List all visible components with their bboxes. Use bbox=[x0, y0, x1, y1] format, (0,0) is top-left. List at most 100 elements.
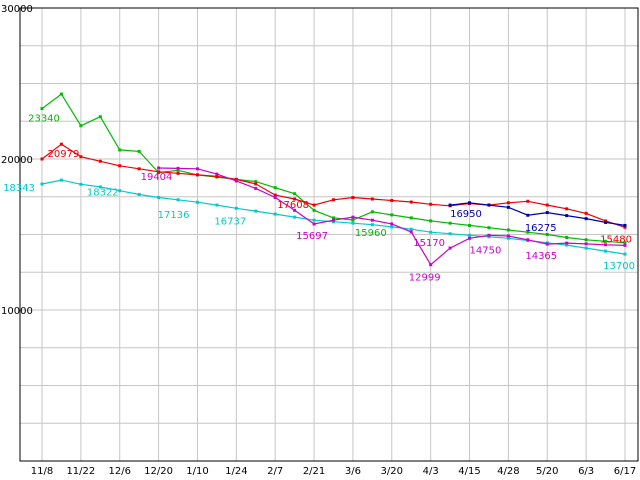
series-cyan-point-marker bbox=[312, 218, 316, 222]
series-cyan-point-marker bbox=[137, 192, 141, 196]
point-value-label: 14365 bbox=[525, 251, 557, 262]
series-cyan-point-marker bbox=[448, 232, 452, 236]
point-value-label: 20979 bbox=[48, 149, 80, 160]
series-cyan-point-marker bbox=[59, 178, 63, 182]
series-magenta-point-marker bbox=[506, 234, 510, 238]
point-value-label: 17136 bbox=[158, 210, 190, 221]
series-cyan-point-marker bbox=[40, 182, 44, 186]
series-magenta-point-marker bbox=[409, 230, 413, 234]
y-axis-tick-label: 20000 bbox=[1, 155, 33, 166]
series-red-point-marker bbox=[195, 173, 199, 177]
series-green-point-marker bbox=[468, 223, 472, 227]
series-cyan-point-marker bbox=[176, 198, 180, 202]
x-axis-tick-label: 12/20 bbox=[144, 466, 173, 477]
series-green-point-marker bbox=[429, 219, 433, 223]
series-cyan-point-marker bbox=[98, 185, 102, 189]
x-axis-tick-label: 4/28 bbox=[497, 466, 519, 477]
x-axis-tick-label: 5/20 bbox=[536, 466, 558, 477]
series-cyan-point-marker bbox=[584, 246, 588, 250]
point-value-label: 16275 bbox=[525, 223, 557, 234]
series-magenta-point-marker bbox=[448, 246, 452, 250]
series-red-point-marker bbox=[312, 203, 316, 207]
series-magenta-point-marker bbox=[370, 218, 374, 222]
series-red-point-marker bbox=[59, 142, 63, 146]
point-value-label: 16950 bbox=[450, 209, 482, 220]
series-cyan-point-marker bbox=[623, 252, 627, 256]
x-axis-tick-label: 3/6 bbox=[345, 466, 361, 477]
series-green-point-marker bbox=[526, 230, 530, 234]
series-red-point-marker bbox=[506, 201, 510, 205]
series-blue-line bbox=[450, 202, 626, 226]
series-magenta-point-marker bbox=[487, 233, 491, 237]
series-green-point-marker bbox=[448, 221, 452, 225]
series-blue-point-marker bbox=[506, 205, 510, 209]
series-green-point-marker bbox=[312, 208, 316, 212]
series-green-point-marker bbox=[40, 107, 44, 111]
series-green-point-marker bbox=[331, 216, 335, 220]
series-cyan-point-marker bbox=[429, 230, 433, 234]
series-magenta-point-marker bbox=[565, 241, 569, 245]
x-axis-tick-label: 3/20 bbox=[381, 466, 403, 477]
series-red-point-marker bbox=[157, 170, 161, 174]
series-green-point-marker bbox=[370, 210, 374, 214]
x-axis-tick-label: 6/3 bbox=[578, 466, 594, 477]
y-axis-tick-label: 10000 bbox=[1, 306, 33, 317]
series-cyan-point-marker bbox=[273, 212, 277, 216]
series-red-point-marker bbox=[370, 197, 374, 201]
series-magenta-point-marker bbox=[176, 166, 180, 170]
point-value-label: 19404 bbox=[141, 172, 173, 183]
series-magenta-point-marker bbox=[623, 243, 627, 247]
series-red-point-marker bbox=[409, 200, 413, 204]
series-green-point-marker bbox=[506, 228, 510, 232]
x-axis-tick-label: 1/24 bbox=[225, 466, 247, 477]
series-red-point-marker bbox=[390, 199, 394, 203]
series-cyan-point-marker bbox=[157, 196, 161, 200]
series-cyan-point-marker bbox=[215, 203, 219, 207]
series-blue-point-marker bbox=[448, 203, 452, 207]
series-magenta-point-marker bbox=[526, 238, 530, 242]
series-cyan-point-marker bbox=[390, 225, 394, 229]
series-red-point-marker bbox=[526, 199, 530, 203]
series-red-point-marker bbox=[79, 155, 83, 159]
series-green-point-marker bbox=[604, 239, 608, 243]
series-green-point-marker bbox=[390, 213, 394, 217]
x-axis-tick-label: 4/15 bbox=[458, 466, 480, 477]
series-blue-point-marker bbox=[545, 211, 549, 215]
series-red-point-marker bbox=[137, 167, 141, 171]
series-green-point-marker bbox=[351, 218, 355, 222]
series-green-point-marker bbox=[176, 168, 180, 172]
series-cyan-point-marker bbox=[409, 227, 413, 231]
series-green-point-marker bbox=[137, 149, 141, 153]
point-value-label: 18343 bbox=[3, 183, 35, 194]
series-red-point-marker bbox=[429, 202, 433, 206]
series-red-point-marker bbox=[176, 171, 180, 175]
series-red-point-marker bbox=[351, 196, 355, 200]
series-magenta-point-marker bbox=[234, 179, 238, 183]
series-green-point-marker bbox=[545, 233, 549, 236]
series-cyan-point-marker bbox=[487, 235, 491, 239]
series-magenta-point-marker bbox=[215, 172, 219, 176]
series-red-point-marker bbox=[215, 174, 219, 178]
series-magenta-point-marker bbox=[312, 222, 316, 226]
series-green-point-marker bbox=[254, 180, 258, 184]
series-magenta-point-marker bbox=[351, 215, 355, 219]
series-magenta-point-marker bbox=[157, 166, 161, 170]
series-green-point-marker bbox=[623, 241, 627, 245]
series-cyan-point-marker bbox=[79, 182, 83, 186]
series-green-point-marker bbox=[487, 226, 491, 230]
series-cyan-point-marker bbox=[468, 233, 472, 237]
series-blue-point-marker bbox=[565, 214, 569, 218]
series-red-point-marker bbox=[40, 157, 44, 161]
x-axis-tick-label: 11/8 bbox=[31, 466, 53, 477]
series-red-point-marker bbox=[584, 211, 588, 215]
series-cyan-point-marker bbox=[370, 223, 374, 227]
series-magenta-point-marker bbox=[331, 218, 335, 222]
series-cyan-point-marker bbox=[351, 221, 355, 225]
series-magenta-point-marker bbox=[604, 243, 608, 247]
series-red-point-marker bbox=[604, 219, 608, 223]
point-value-label: 15697 bbox=[296, 231, 328, 242]
point-value-label: 15960 bbox=[355, 228, 387, 239]
series-blue-point-marker bbox=[468, 201, 472, 205]
